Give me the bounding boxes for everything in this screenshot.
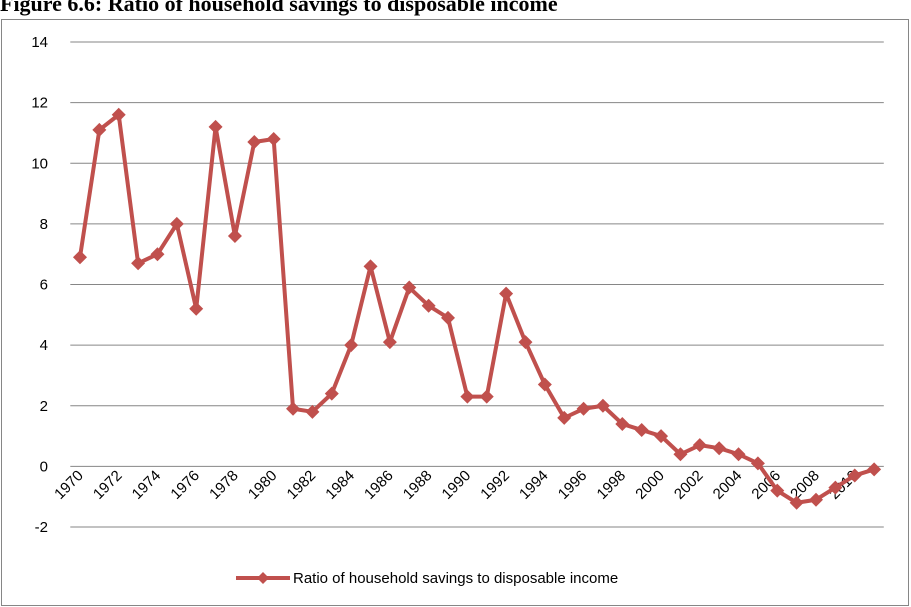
point-marker xyxy=(557,410,572,425)
point-marker xyxy=(227,229,242,243)
y-tick-label: 0 xyxy=(40,458,48,475)
point-marker xyxy=(247,135,262,150)
point-marker xyxy=(654,429,669,444)
point-marker xyxy=(499,286,514,301)
point-marker xyxy=(576,401,591,416)
point-marker xyxy=(440,310,455,325)
point-marker xyxy=(131,256,146,271)
point-marker xyxy=(595,398,610,413)
y-tick-label: 4 xyxy=(40,337,48,354)
point-marker xyxy=(615,416,630,431)
point-marker xyxy=(363,259,378,274)
point-marker xyxy=(111,107,126,122)
point-marker xyxy=(286,401,301,416)
y-tick-label: 2 xyxy=(40,398,48,415)
point-marker xyxy=(305,404,320,419)
y-tick-label: 12 xyxy=(31,95,48,112)
point-marker xyxy=(72,250,87,265)
point-marker xyxy=(731,447,746,462)
y-tick-label: 10 xyxy=(31,155,48,172)
point-marker xyxy=(673,447,688,462)
point-marker xyxy=(266,132,281,146)
point-marker xyxy=(460,389,475,404)
y-tick-label: 14 xyxy=(31,34,48,51)
chart-border xyxy=(1,19,909,606)
point-marker xyxy=(324,386,339,401)
point-marker xyxy=(634,423,649,437)
point-marker xyxy=(150,247,165,262)
point-marker xyxy=(518,335,533,350)
y-tick-label: 8 xyxy=(40,216,48,233)
point-marker xyxy=(750,456,765,471)
chart-title: Figure 6.6: Ratio of household savings t… xyxy=(0,0,558,16)
point-marker xyxy=(189,301,204,316)
point-marker xyxy=(479,389,494,404)
point-marker xyxy=(867,462,882,477)
point-marker xyxy=(402,280,417,295)
point-marker xyxy=(770,483,785,498)
point-marker xyxy=(712,441,727,456)
point-marker xyxy=(421,298,436,313)
y-tick-label: 6 xyxy=(40,277,48,294)
point-marker xyxy=(92,122,107,137)
y-tick-label: -2 xyxy=(35,519,48,536)
legend-label: Ratio of household savings to disposable… xyxy=(293,570,618,587)
point-marker xyxy=(828,480,843,495)
point-marker xyxy=(344,338,359,353)
point-marker xyxy=(169,216,184,231)
point-marker xyxy=(847,468,862,483)
point-marker xyxy=(809,492,824,507)
point-marker xyxy=(382,335,397,350)
legend-marker xyxy=(257,572,269,584)
point-marker xyxy=(537,377,552,392)
point-marker xyxy=(789,495,804,510)
point-marker xyxy=(692,438,707,453)
point-marker xyxy=(208,119,223,134)
